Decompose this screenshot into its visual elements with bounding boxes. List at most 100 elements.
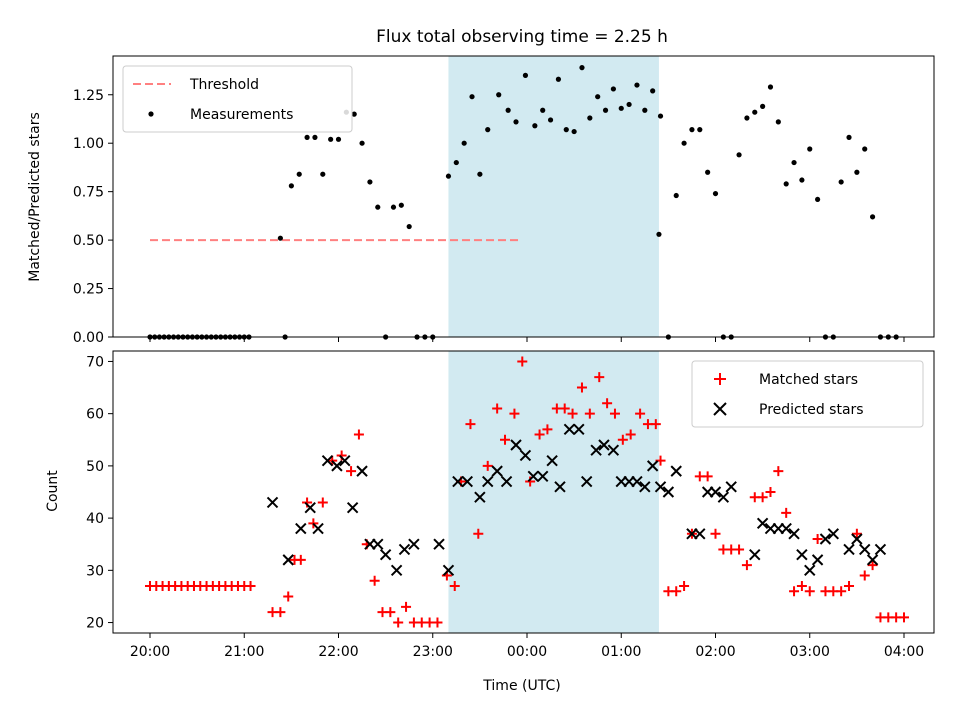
measurement-point [705, 169, 711, 175]
measurement-point [752, 109, 758, 115]
matched-star-point [602, 398, 613, 409]
matched-star-point [283, 591, 294, 602]
measurement-point [736, 152, 742, 158]
chart-title: Flux total observing time = 2.25 h [376, 27, 668, 47]
measurement-point [815, 196, 821, 203]
measurement-point [390, 204, 397, 210]
predicted-star-point [804, 564, 816, 577]
measurement-point [555, 76, 562, 82]
y-tick-label: 50 [86, 459, 104, 475]
measurement-point [485, 127, 491, 133]
measurement-point [846, 134, 852, 140]
matched-star-point [836, 586, 847, 597]
measurement-point [618, 105, 624, 111]
measurement-point [513, 119, 519, 125]
y-tick-label: 30 [86, 563, 104, 579]
matched-star-point [567, 408, 578, 419]
matched-star-point [710, 528, 721, 539]
predicted-star-point [356, 465, 368, 477]
matched-star-point [542, 424, 553, 435]
predicted-star-point [346, 501, 359, 514]
matched-star-point [465, 419, 476, 430]
measurement-point [505, 107, 511, 113]
predicted-star-point [398, 543, 411, 556]
measurement-point [791, 159, 797, 166]
measurement-point [496, 92, 502, 98]
matched-star-point [482, 460, 493, 471]
predicted-star-point [321, 454, 334, 467]
plot-frame [112, 350, 935, 634]
predicted-star-point [563, 423, 576, 436]
predicted-star-point [266, 496, 279, 509]
matched-star-point [317, 497, 328, 508]
predicted-star-point [519, 449, 532, 462]
measurement-point [760, 103, 766, 109]
matched-star-point [393, 617, 404, 628]
shaded-observing-span [448, 351, 659, 633]
matched-star-point [773, 466, 784, 477]
matched-star-point [899, 612, 909, 623]
matched-star-point [635, 408, 646, 419]
predicted-star-point [452, 475, 464, 488]
predicted-star-point [749, 548, 761, 561]
measurement-point [869, 214, 876, 220]
legend-matched-swatch [714, 373, 726, 385]
predicted-star-point [537, 470, 549, 483]
measurement-point [657, 113, 664, 119]
measurement-point [351, 111, 357, 117]
matched-star-point [517, 356, 528, 367]
matched-star-point [385, 607, 396, 618]
predicted-star-point [788, 528, 800, 540]
matched-star-point [844, 581, 855, 591]
x-tick-label: 21:00 [224, 644, 264, 660]
measurement-point [375, 204, 381, 210]
predicted-star-point [662, 486, 675, 498]
matched-star-point [617, 434, 628, 445]
predicted-star-point [573, 423, 585, 436]
measurement-point [862, 146, 868, 152]
y-tick-label: 60 [86, 407, 104, 423]
x-tick-label: 22:00 [318, 644, 358, 660]
predicted-star-point [694, 528, 706, 540]
matched-star-point [534, 429, 545, 440]
measurement-point [320, 171, 326, 177]
measurement-point [406, 223, 412, 230]
matched-star-point [401, 601, 412, 612]
measurement-point [304, 134, 310, 140]
y-tick-label: 1.00 [73, 136, 104, 152]
measurement-point [328, 136, 334, 142]
predicted-star-point [607, 444, 620, 456]
predicted-star-point [433, 538, 445, 550]
predicted-star-point [379, 548, 392, 561]
predicted-star-point [312, 522, 324, 535]
measurement-point [532, 123, 538, 129]
legend: Matched stars Predicted stars [691, 360, 924, 428]
matched-star-point [804, 586, 815, 597]
predicted-star-point [590, 444, 602, 456]
predicted-star-point [372, 538, 384, 550]
measurement-point [288, 183, 294, 189]
predicted-star-point [491, 465, 503, 477]
predicted-star-point [709, 486, 722, 498]
measurement-point [807, 146, 813, 152]
measurement-point [595, 94, 601, 100]
matched-star-point [609, 408, 620, 419]
matched-star-point [449, 581, 460, 591]
x-axis-label: Time (UTC) [482, 678, 560, 694]
matched-star-point [789, 586, 800, 597]
plot-frame [112, 55, 935, 338]
x-tick-label: 03:00 [790, 644, 830, 660]
measurement-point [571, 128, 577, 135]
legend-label: Measurements [190, 107, 293, 123]
predicted-star-point [639, 481, 651, 493]
x-tick-label: 02:00 [695, 644, 735, 660]
y-tick-label: 1.25 [73, 88, 104, 104]
legend-label: Threshold [189, 77, 259, 93]
predicted-star-point [819, 533, 832, 545]
matched-star-point [492, 403, 503, 414]
measurement-point [642, 107, 648, 113]
matched-star-point [369, 575, 380, 586]
top-plot-panel: 0.00 0.25 0.50 0.75 1.00 1.25 Threshold Measure… [73, 55, 935, 346]
measurement-point [398, 202, 404, 208]
